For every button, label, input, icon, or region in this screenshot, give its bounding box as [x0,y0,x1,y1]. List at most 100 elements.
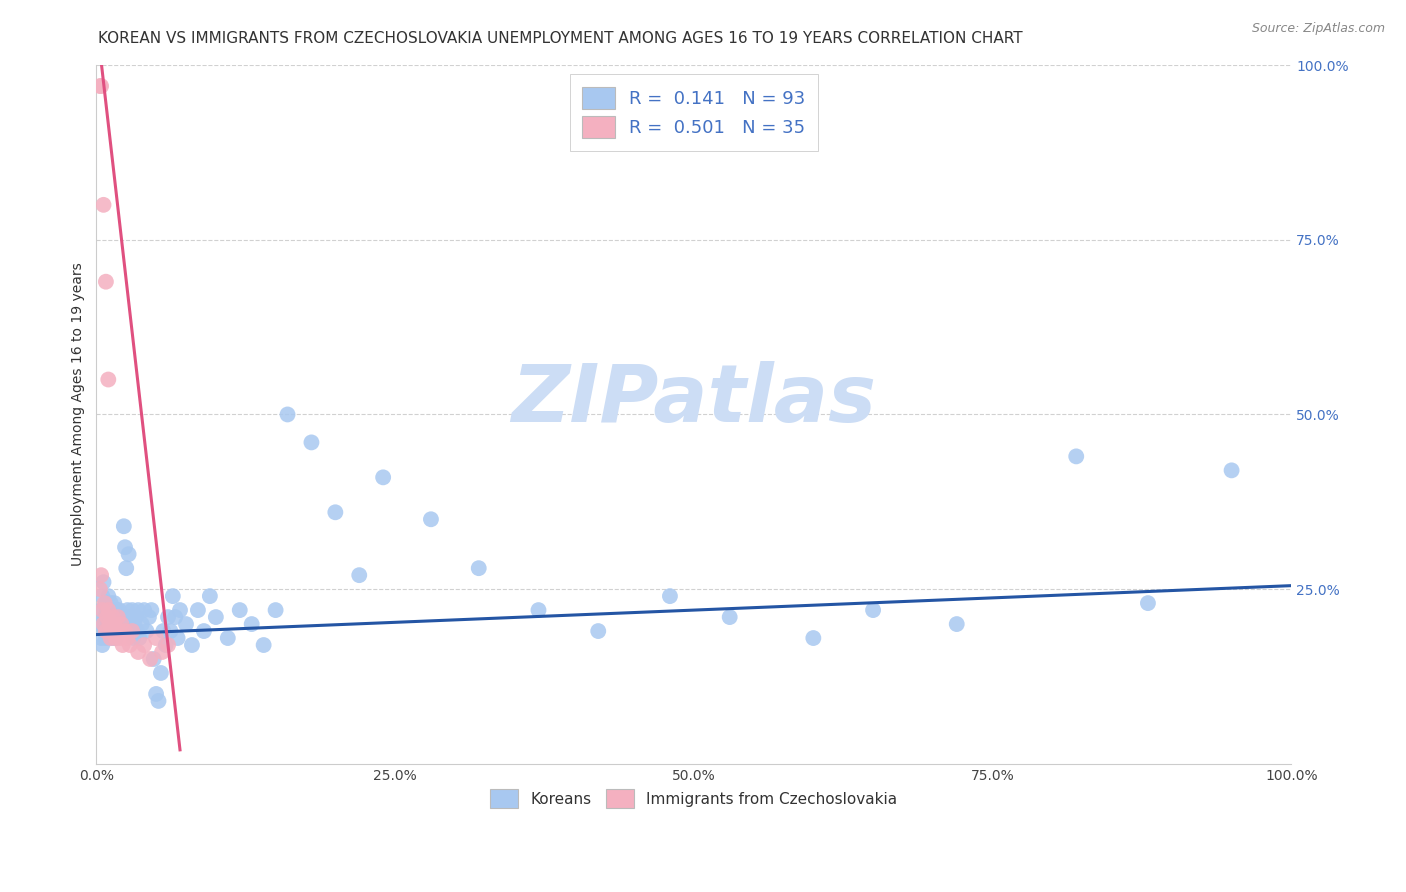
Point [862,603,884,617]
Point [104,610,127,624]
Point [98,617,121,632]
Point [97,372,120,386]
Point [138,610,160,624]
Point [97,610,120,624]
Point [134,603,156,617]
Text: Source: ZipAtlas.com: Source: ZipAtlas.com [1251,22,1385,36]
Point [114,624,136,638]
Point [108,624,131,638]
Point [93,575,115,590]
Point [89,78,111,93]
Point [93,617,115,632]
Point [97,603,120,617]
Point [240,617,263,632]
Point [90,568,112,582]
Point [98,617,121,632]
Point [142,652,165,666]
Point [134,638,156,652]
Point [801,631,824,645]
Legend: Koreans, Immigrants from Czechoslovakia: Koreans, Immigrants from Czechoslovakia [482,781,905,815]
Point [139,652,162,666]
Point [162,589,184,603]
Point [125,624,148,638]
Point [101,617,124,632]
Point [148,694,170,708]
Point [108,603,131,617]
Point [93,198,115,212]
Point [107,617,129,632]
Point [105,603,128,617]
Point [128,631,150,645]
Point [100,596,122,610]
Point [159,624,181,638]
Point [117,603,139,617]
Point [122,631,145,645]
Point [149,665,172,680]
Point [89,617,111,632]
Point [373,470,395,484]
Point [125,610,148,624]
Point [145,687,167,701]
Point [187,603,209,617]
Y-axis label: Unemployment Among Ages 16 to 19 years: Unemployment Among Ages 16 to 19 years [72,262,86,566]
Point [96,603,118,617]
Point [121,603,143,617]
Point [117,547,139,561]
Point [145,631,167,645]
Point [90,631,112,645]
Point [101,610,124,624]
Point [193,624,215,638]
Point [127,603,149,617]
Point [120,624,142,638]
Point [301,435,323,450]
Point [124,617,146,632]
Point [100,624,122,638]
Point [89,582,111,596]
Point [1136,596,1159,610]
Point [90,78,112,93]
Point [101,610,124,624]
Text: KOREAN VS IMMIGRANTS FROM CZECHOSLOVAKIA UNEMPLOYMENT AMONG AGES 16 TO 19 YEARS : KOREAN VS IMMIGRANTS FROM CZECHOSLOVAKIA… [98,31,1024,46]
Point [93,596,115,610]
Point [420,512,443,526]
Point [157,638,180,652]
Point [118,610,141,624]
Point [229,603,252,617]
Point [93,617,115,632]
Point [198,589,221,603]
Point [110,631,132,645]
Point [165,610,187,624]
Point [325,505,347,519]
Point [205,610,228,624]
Point [277,408,299,422]
Point [945,617,967,632]
Point [101,603,124,617]
Point [104,631,127,645]
Point [103,624,125,638]
Point [91,589,114,603]
Point [468,561,491,575]
Point [152,624,174,638]
Point [110,624,132,638]
Point [96,610,118,624]
Point [112,519,135,533]
Point [115,561,138,575]
Point [169,603,191,617]
Point [90,603,112,617]
Point [91,603,114,617]
Point [1064,450,1087,464]
Point [718,610,741,624]
Point [1220,463,1243,477]
Point [166,631,188,645]
Point [107,610,129,624]
Point [127,645,149,659]
Point [96,617,118,632]
Point [131,617,153,632]
Point [118,638,141,652]
Point [91,638,114,652]
Point [111,617,134,632]
Point [103,596,125,610]
Point [111,638,134,652]
Point [104,631,127,645]
Point [97,624,120,638]
